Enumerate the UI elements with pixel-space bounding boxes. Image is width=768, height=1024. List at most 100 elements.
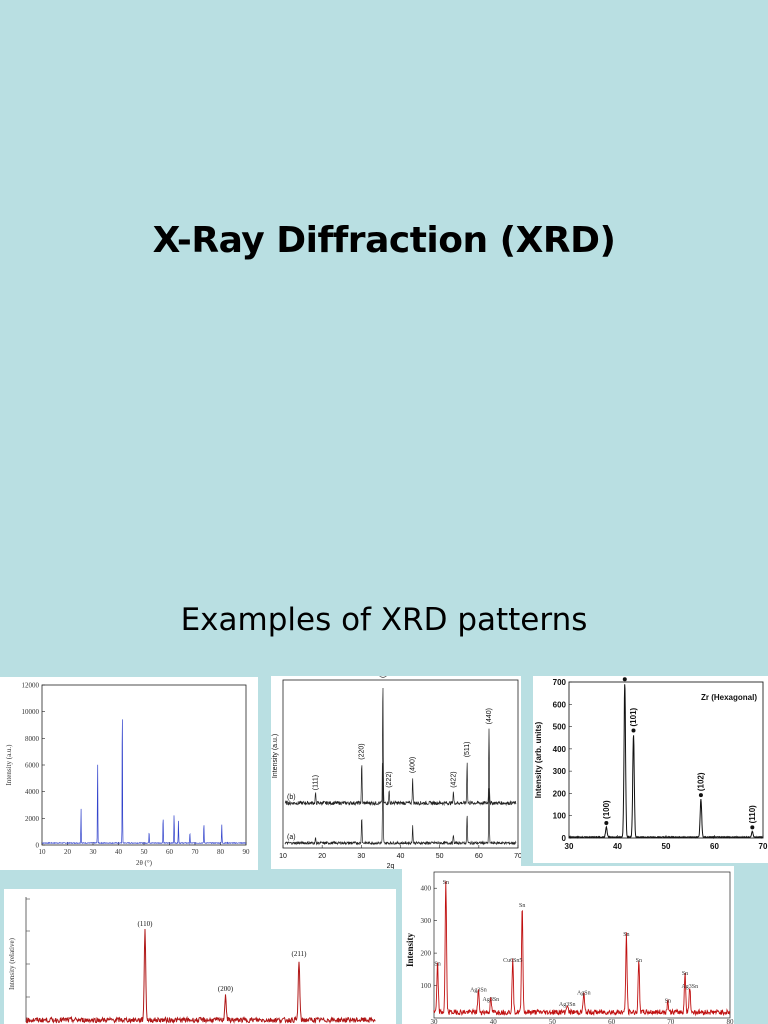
peak-label: Sn [665,999,671,1005]
peak-label: (311) [380,676,387,678]
peak-label: Sn [623,932,629,938]
peak-label: (422) [450,771,457,787]
x-tick-label: 70 [514,853,521,860]
peak-label: (111) [313,775,320,790]
peak-label: (200) [218,985,234,993]
y-tick-label: 10000 [22,708,40,716]
y-tick-label: 500 [553,723,567,732]
peak-label: (211) [292,950,308,958]
x-tick-label: 20 [318,853,326,860]
y-axis-label: Intensity (a.u.) [272,734,279,778]
series-line [42,719,247,845]
x-axis-label: 2q [387,863,395,869]
peak-label: (220) [359,743,366,759]
slide-subtitle: Examples of XRD patterns [180,602,588,638]
y-axis-label: Intensity (a.u.) [5,744,13,786]
y-tick-label: 400 [421,885,432,893]
y-tick-label: 700 [553,678,567,687]
x-tick-label: 50 [662,842,671,851]
peak-label: Sn [682,971,688,977]
y-tick-label: 6000 [25,762,40,770]
peak-label: Ag3Sn [470,987,487,993]
x-tick-label: 40 [490,1018,498,1024]
plot-frame [41,684,247,846]
y-tick-label: 300 [421,917,432,925]
y-axis-label: Intensity (relative) [8,937,16,990]
series-line [568,684,763,840]
peak-label: (100) [602,800,611,819]
x-tick-label: 40 [115,848,123,856]
peak-marker [698,793,703,798]
x-tick-label: 70 [667,1018,675,1024]
x-tick-label: 90 [243,848,251,856]
peak-label: Ag3Sn [482,997,499,1003]
y-tick-label: 2000 [25,815,40,823]
y-tick-label: 12000 [22,682,40,690]
peak-label: AgSn [577,991,591,997]
x-tick-label: 30 [565,842,574,851]
series-line [284,762,517,846]
x-tick-label: 80 [727,1018,735,1024]
x-tick-label: 80 [217,848,225,856]
peak-label: (440) [486,708,493,724]
xrd-chart-1: 10 20 30 40 50 60 70 80 90 0 2000 4000 6000 8000 10000… [0,677,258,870]
x-tick-label: 60 [166,848,174,856]
peak-label: (222) [386,771,393,787]
y-tick-label: 100 [553,812,567,821]
peak-label: Cu6Sn5 [503,958,522,964]
peak-label: (102) [696,772,705,791]
peak-label: (110) [748,805,757,824]
y-tick-label: 600 [553,700,567,709]
peak-label: Sn [434,961,440,967]
peak-label: (110) [138,920,154,928]
x-tick-label: 60 [475,853,483,860]
peak-label: Ag3Sn [559,1002,576,1008]
x-axis-label: 2θ (°) [136,859,153,867]
legend-label: Zr (Hexagonal) [701,693,757,702]
x-tick-label: 20 [64,848,72,856]
series-line [284,687,517,807]
plot-frame [568,681,764,839]
peak-label: Ag3Sn [681,984,698,990]
series-label: (b) [287,794,296,801]
xrd-chart-3: 30 40 50 60 70 0 100 200 300 400 500 600 700 Intensit… [533,676,768,863]
x-tick-label: 60 [608,1018,616,1024]
x-tick-label: 30 [90,848,98,856]
peak-marker [604,820,609,825]
series-label: (a) [287,834,296,841]
peak-label: (511) [464,741,471,757]
peak-label: Sn [443,880,449,886]
xrd-chart-5: 30 40 50 60 70 80 100 200 300 400 Intensity Sn Sn Ag3… [402,866,734,1024]
y-axis-label: Intensity (arb. units) [534,721,543,798]
peak-label: Sn [519,903,525,909]
x-tick-label: 50 [436,853,444,860]
y-tick-label: 0 [36,842,40,850]
series-line [433,881,731,1017]
plot-frame [433,871,731,1019]
peak-label: (101) [629,707,638,726]
xrd-chart-2: 10 20 30 40 50 60 70 2q Intensity (a.u.) (b) (a) (1… [271,676,521,869]
peak-label: Sn [636,958,642,964]
x-tick-label: 70 [759,842,768,851]
y-tick-label: 8000 [25,735,40,743]
x-tick-label: 30 [431,1018,439,1024]
x-tick-label: 30 [357,853,365,860]
x-tick-label: 50 [141,848,149,856]
peak-marker [622,677,627,682]
y-tick-label: 0 [562,834,567,843]
x-tick-label: 70 [192,848,200,856]
x-tick-label: 40 [397,853,405,860]
xrd-chart-4: Intensity (relative) (110) (200) (211) [4,889,396,1024]
y-tick-label: 4000 [25,788,40,796]
y-tick-label: 200 [553,789,567,798]
slide-title: X-Ray Diffraction (XRD) [152,220,616,261]
peak-label: (400) [410,757,417,773]
x-tick-label: 60 [710,842,719,851]
x-tick-label: 50 [549,1018,557,1024]
y-tick-label: 300 [553,767,567,776]
plot-frame [282,679,519,849]
peak-marker [631,728,636,733]
y-tick-label: 400 [553,745,567,754]
x-tick-label: 40 [613,842,622,851]
x-tick-label: 10 [279,853,287,860]
